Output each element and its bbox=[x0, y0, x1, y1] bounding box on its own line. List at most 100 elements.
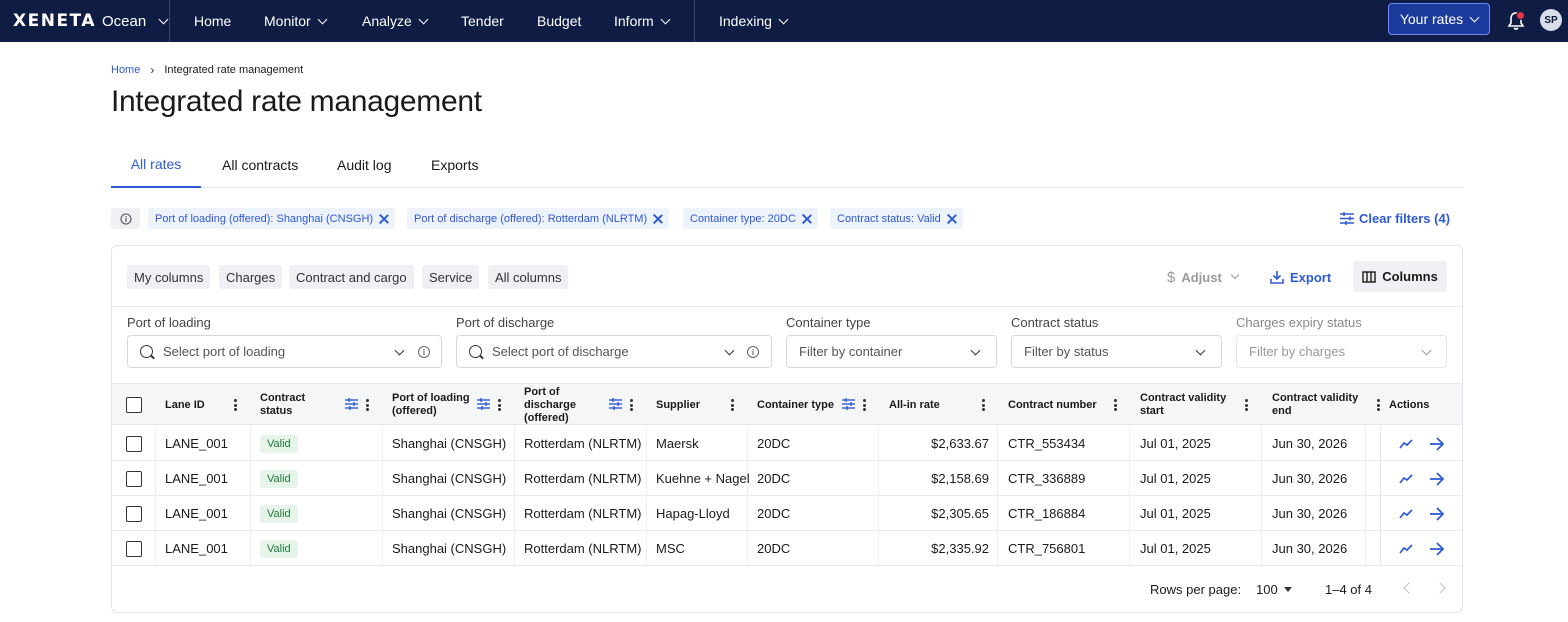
chevron-down-icon bbox=[970, 345, 981, 356]
clear-filters-label: Clear filters (4) bbox=[1359, 211, 1451, 226]
trend-chart-icon[interactable] bbox=[1399, 509, 1413, 519]
row-checkbox[interactable] bbox=[126, 540, 142, 557]
columns-button[interactable]: Columns bbox=[1353, 261, 1447, 292]
bell-icon[interactable] bbox=[1507, 11, 1525, 31]
cell-pol: Shanghai (CNSGH) bbox=[392, 531, 518, 566]
column-group-my-columns[interactable]: My columns bbox=[127, 265, 211, 289]
column-menu-icon[interactable] bbox=[982, 399, 985, 411]
col-contract-status[interactable]: Contract status bbox=[260, 384, 330, 426]
nav-divider bbox=[169, 0, 170, 42]
column-group-contract-cargo[interactable]: Contract and cargo bbox=[289, 265, 414, 289]
table-row[interactable]: LANE_001 Valid Shanghai (CNSGH) Rotterdam (… bbox=[112, 531, 1462, 566]
col-validity-end[interactable]: Contract validity end bbox=[1272, 384, 1367, 426]
tab-exports[interactable]: Exports bbox=[431, 156, 479, 173]
tab-all-contracts[interactable]: All contracts bbox=[222, 156, 299, 173]
your-rates-button[interactable]: Your rates bbox=[1388, 3, 1490, 35]
table-row[interactable]: LANE_001 Valid Shanghai (CNSGH) Rotterdam (… bbox=[112, 496, 1462, 531]
close-icon[interactable] bbox=[379, 214, 389, 224]
cell-start: Jul 01, 2025 bbox=[1140, 531, 1265, 566]
filter-sliders-icon[interactable] bbox=[842, 398, 855, 410]
filter-sliders-icon[interactable] bbox=[345, 398, 358, 410]
close-icon[interactable] bbox=[653, 214, 663, 224]
close-icon[interactable] bbox=[947, 214, 957, 224]
row-checkbox[interactable] bbox=[126, 435, 142, 452]
cell-divider bbox=[878, 531, 879, 566]
status-filter-select[interactable]: Filter by status bbox=[1011, 335, 1222, 368]
column-group-all-columns[interactable]: All columns bbox=[488, 265, 569, 289]
checkbox[interactable] bbox=[126, 397, 142, 413]
column-menu-icon[interactable] bbox=[863, 399, 866, 411]
pod-filter-input[interactable]: Select port of discharge i bbox=[456, 335, 772, 368]
pol-filter-input[interactable]: Select port of loading i bbox=[127, 335, 442, 368]
column-menu-icon[interactable] bbox=[630, 399, 633, 411]
chevron-down-icon bbox=[660, 14, 671, 24]
chevron-down-icon bbox=[158, 14, 169, 24]
cell-pod: Rotterdam (NLRTM) bbox=[524, 461, 650, 496]
column-menu-icon[interactable] bbox=[366, 399, 369, 411]
nav-home[interactable]: Home bbox=[194, 0, 231, 42]
nav-analyze[interactable]: Analyze bbox=[362, 0, 429, 42]
nav-inform[interactable]: Inform bbox=[614, 0, 671, 42]
avatar[interactable]: SP bbox=[1540, 9, 1562, 31]
row-checkbox[interactable] bbox=[126, 505, 142, 522]
arrow-right-icon[interactable] bbox=[1429, 507, 1445, 521]
col-validity-start[interactable]: Contract validity start bbox=[1140, 384, 1232, 426]
cell-text: Kuehne + Nagel bbox=[656, 471, 750, 486]
rows-per-page-select[interactable]: 100 bbox=[1256, 582, 1292, 597]
clear-filters-button[interactable]: Clear filters (4) bbox=[1340, 208, 1450, 229]
trend-chart-icon[interactable] bbox=[1399, 474, 1413, 484]
row-actions bbox=[1380, 426, 1462, 461]
nav-tender[interactable]: Tender bbox=[461, 0, 504, 42]
trend-chart-icon[interactable] bbox=[1399, 439, 1413, 449]
arrow-right-icon[interactable] bbox=[1429, 437, 1445, 451]
col-contract-number[interactable]: Contract number bbox=[1008, 384, 1103, 426]
nav-indexing[interactable]: Indexing bbox=[719, 0, 789, 42]
cell-container: 20DC bbox=[757, 531, 877, 566]
select-all-checkbox[interactable] bbox=[126, 384, 142, 426]
info-icon[interactable]: i bbox=[418, 346, 430, 358]
column-menu-icon[interactable] bbox=[1245, 399, 1248, 411]
filter-sliders-icon[interactable] bbox=[477, 398, 490, 410]
charges-filter-select[interactable]: Filter by charges bbox=[1236, 335, 1447, 368]
tab-all-rates[interactable]: All rates bbox=[111, 141, 201, 188]
col-pod[interactable]: Port of discharge (offered) bbox=[524, 384, 596, 426]
adjust-label: Adjust bbox=[1181, 269, 1222, 285]
cell-divider bbox=[997, 426, 998, 461]
column-menu-icon[interactable] bbox=[234, 399, 237, 411]
column-menu-icon[interactable] bbox=[498, 399, 501, 411]
trend-chart-icon[interactable] bbox=[1399, 544, 1413, 554]
adjust-button[interactable]: $ Adjust bbox=[1167, 265, 1240, 289]
arrow-right-icon[interactable] bbox=[1429, 472, 1445, 486]
nav-budget[interactable]: Budget bbox=[537, 0, 581, 42]
arrow-right-icon[interactable] bbox=[1429, 542, 1445, 556]
col-supplier[interactable]: Supplier bbox=[656, 384, 726, 426]
col-pol[interactable]: Port of loading (offered) bbox=[392, 384, 474, 426]
cell-pod: Rotterdam (NLRTM) bbox=[524, 496, 650, 531]
column-menu-icon[interactable] bbox=[1377, 399, 1380, 411]
col-lane-id[interactable]: Lane ID bbox=[165, 384, 235, 426]
col-container-type[interactable]: Container type bbox=[757, 384, 837, 426]
nav-monitor[interactable]: Monitor bbox=[264, 0, 328, 42]
container-filter-select[interactable]: Filter by container bbox=[786, 335, 997, 368]
info-icon[interactable]: i bbox=[747, 346, 759, 358]
cell-lane: LANE_001 bbox=[165, 531, 253, 566]
brand[interactable]: XENETA Ocean bbox=[13, 0, 169, 42]
column-group-service[interactable]: Service bbox=[422, 265, 480, 289]
chevron-down-icon bbox=[1421, 345, 1432, 356]
table-row[interactable]: LANE_001 Valid Shanghai (CNSGH) Rotterdam (… bbox=[112, 426, 1462, 461]
row-checkbox[interactable] bbox=[126, 470, 142, 487]
table-row[interactable]: LANE_001 Valid Shanghai (CNSGH) Rotterdam (… bbox=[112, 461, 1462, 496]
col-all-in-rate[interactable]: All-in rate bbox=[889, 384, 969, 426]
table-header: Lane ID Contract status Port of loading … bbox=[112, 383, 1462, 425]
tab-audit-log[interactable]: Audit log bbox=[337, 156, 392, 173]
close-icon[interactable] bbox=[802, 214, 812, 224]
column-group-charges[interactable]: Charges bbox=[219, 265, 283, 289]
filter-sliders-icon[interactable] bbox=[609, 398, 622, 410]
cell-divider bbox=[1129, 531, 1130, 566]
column-menu-icon[interactable] bbox=[1114, 399, 1117, 411]
export-button[interactable]: Export bbox=[1270, 265, 1331, 289]
breadcrumb-home-link[interactable]: Home bbox=[111, 64, 141, 76]
filters-info-icon[interactable] bbox=[111, 208, 140, 229]
column-menu-icon[interactable] bbox=[731, 399, 734, 411]
row-actions bbox=[1380, 496, 1462, 531]
